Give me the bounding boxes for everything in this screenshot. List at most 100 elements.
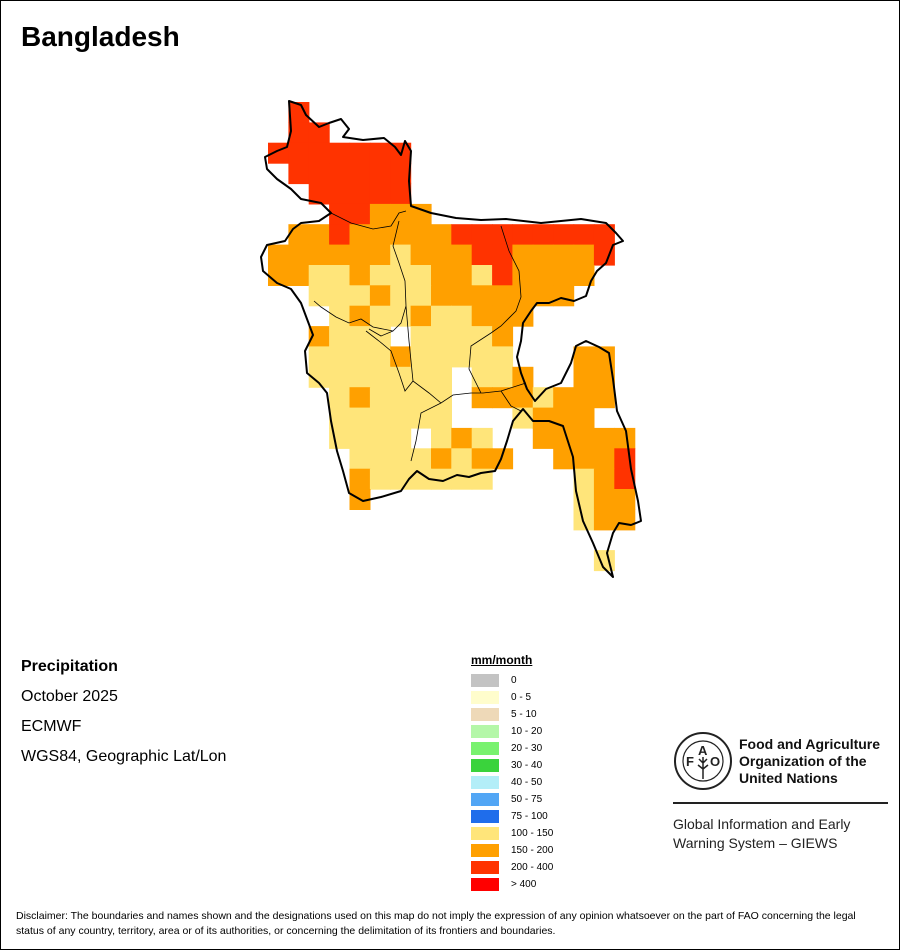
grid-cell [369, 448, 391, 470]
grid-cell [288, 142, 310, 164]
grid-cell [471, 224, 493, 246]
grid-cell [512, 244, 534, 266]
fao-name-line: Organization of the [739, 753, 867, 769]
legend-item: 100 - 150 [471, 826, 553, 840]
grid-cell [349, 265, 371, 286]
grid-cell [532, 285, 554, 307]
legend-label: > 400 [511, 878, 537, 890]
grid-cell [329, 305, 351, 327]
grid-cell [329, 346, 351, 368]
grid-cell [512, 407, 534, 429]
grid-cell [349, 366, 371, 388]
grid-cell [451, 305, 473, 327]
grid-cell [410, 407, 432, 429]
grid-cell [512, 265, 534, 286]
grid-cell [308, 224, 330, 246]
grid-cell [410, 203, 432, 225]
legend-label: 0 [511, 674, 517, 686]
grid-cell [492, 326, 514, 348]
map-title: Bangladesh [21, 21, 180, 52]
grid-cell [471, 346, 493, 368]
grid-cell [369, 427, 391, 449]
grid-cell [410, 265, 432, 286]
grid-cell [369, 326, 391, 348]
grid-cell [431, 468, 452, 490]
grid-cell [614, 468, 636, 490]
source-label: ECMWF [21, 718, 82, 735]
grid-cell [553, 448, 575, 470]
grid-cell [308, 183, 330, 205]
grid-cell [614, 448, 636, 470]
grid-cell [492, 285, 514, 307]
legend-label: 40 - 50 [511, 776, 543, 788]
grid-cell [573, 244, 595, 266]
grid-cell [349, 224, 371, 246]
grid-cell [471, 244, 493, 266]
grid-cell [369, 305, 391, 327]
legend-item: 0 [471, 673, 517, 687]
grid-cell [573, 509, 595, 531]
division-boundaries [313, 210, 527, 462]
projection-label: WGS84, Geographic Lat/Lon [21, 748, 227, 765]
grid-cell [553, 285, 575, 307]
grid-cell [329, 244, 351, 266]
grid-cell [471, 427, 493, 449]
grid-cell [308, 163, 330, 185]
grid-cell [471, 387, 493, 409]
grid-cell [369, 468, 391, 490]
grid-cell [431, 265, 452, 286]
grid-cell [492, 224, 514, 246]
grid-cell [553, 224, 575, 246]
grid-cell [390, 163, 412, 185]
grid-cell [410, 224, 432, 246]
grid-cell [492, 387, 514, 409]
grid-cell [512, 387, 534, 409]
grid-cell [410, 326, 432, 348]
grid-cell [431, 448, 452, 470]
grid-cell [593, 489, 615, 510]
grid-cell [329, 387, 351, 409]
grid-cell [390, 224, 412, 246]
grid-cell [349, 387, 371, 409]
legend-item: 10 - 20 [471, 724, 542, 738]
grid-cell [308, 346, 330, 368]
grid-cell [349, 142, 371, 164]
grid-cell [492, 305, 514, 327]
grid-cell [308, 265, 330, 286]
grid-cell [431, 346, 452, 368]
grid-cell [369, 407, 391, 429]
grid-cell [349, 326, 371, 348]
grid-cell [532, 265, 554, 286]
grid-cell [451, 224, 473, 246]
grid-cell [532, 387, 554, 409]
grid-cell [329, 224, 351, 246]
grid-cell [593, 366, 615, 388]
grid-cell [390, 265, 412, 286]
period-label: October 2025 [21, 688, 118, 705]
grid-cell [329, 285, 351, 307]
legend-item: 20 - 30 [471, 741, 542, 755]
grid-cell [349, 468, 371, 490]
legend-label: 100 - 150 [511, 827, 554, 839]
grid-cell [532, 244, 554, 266]
legend-swatch [471, 775, 499, 789]
legend-item: 50 - 75 [471, 792, 542, 806]
grid-cell [349, 285, 371, 307]
grid-cell [573, 387, 595, 409]
legend-swatch [471, 792, 499, 806]
legend-swatch [471, 690, 499, 704]
legend-label: 5 - 10 [511, 708, 537, 720]
grid-cell [431, 407, 452, 429]
grid-cell [349, 448, 371, 470]
variable-label: Precipitation [21, 658, 118, 675]
grid-cell [492, 448, 514, 470]
grid-cell [532, 427, 554, 449]
grid-cell [369, 224, 391, 246]
grid-cell [593, 509, 615, 531]
legend-item: 40 - 50 [471, 775, 542, 789]
grid-cell [431, 326, 452, 348]
grid-cell [593, 387, 615, 409]
grid-cell [573, 448, 595, 470]
grid-cell [390, 285, 412, 307]
grid-cell [532, 224, 554, 246]
